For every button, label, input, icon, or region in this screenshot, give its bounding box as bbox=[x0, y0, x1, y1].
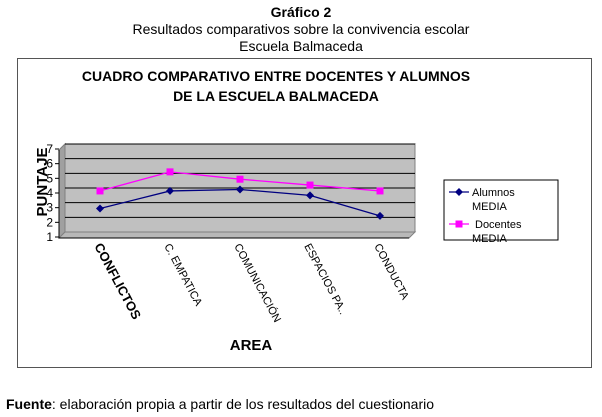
x-axis-title: AREA bbox=[230, 337, 273, 354]
plot-side-wall bbox=[58, 142, 66, 240]
data-point bbox=[376, 211, 384, 220]
x-tick-label: ESPACIOS PA.. bbox=[301, 242, 348, 317]
y-axis-title: PUNTAJE bbox=[34, 148, 51, 217]
legend-label: MEDIA bbox=[472, 233, 508, 245]
data-point bbox=[236, 175, 244, 183]
y-tick-label: 7 bbox=[46, 142, 53, 156]
legend: Alumnos MEDIA Docentes MEDIA bbox=[443, 179, 559, 245]
x-tick-label: COMUNICACIÓN bbox=[231, 241, 284, 324]
y-tick-label: 1 bbox=[46, 230, 53, 244]
legend-label: Alumnos bbox=[472, 187, 515, 199]
figure-subtitle: Resultados comparativos sobre la convive… bbox=[132, 21, 470, 37]
chart-frame: CUADRO COMPARATIVO ENTRE DOCENTES Y ALUM… bbox=[17, 58, 592, 368]
data-point bbox=[306, 181, 314, 189]
legend-label: Docentes bbox=[475, 219, 522, 231]
data-point bbox=[306, 191, 314, 200]
plot-floor bbox=[57, 231, 417, 239]
source-note: Fuente: elaboración propia a partir de l… bbox=[6, 396, 434, 412]
chart-title-line-1: CUADRO COMPARATIVO ENTRE DOCENTES Y ALUM… bbox=[82, 68, 470, 84]
source-label: Fuente bbox=[6, 396, 52, 412]
figure-number: Gráfico 2 bbox=[270, 4, 332, 20]
data-point bbox=[166, 186, 174, 195]
data-point bbox=[376, 187, 384, 195]
chart-title-line-2: DE LA ESCUELA BALMACEDA bbox=[173, 88, 379, 104]
y-tick-label: 5 bbox=[46, 171, 53, 185]
source-text: : elaboración propia a partir de los res… bbox=[51, 396, 435, 412]
legend-marker bbox=[455, 188, 463, 196]
data-point bbox=[96, 187, 104, 195]
chart-svg: CUADRO COMPARATIVO ENTRE DOCENTES Y ALUM… bbox=[34, 68, 559, 354]
data-point bbox=[236, 185, 244, 194]
x-tick-label: CONFLICTOS bbox=[91, 240, 144, 322]
legend-box bbox=[443, 179, 559, 241]
legend-marker bbox=[455, 220, 463, 228]
y-tick-label: 6 bbox=[46, 157, 53, 171]
x-tick-label: C. EMPATICA bbox=[161, 242, 204, 309]
figure-school-name: Escuela Balmaceda bbox=[239, 38, 363, 54]
x-tick-label: CONDUCTA bbox=[371, 242, 411, 303]
data-point bbox=[166, 168, 174, 176]
y-tick-label: 2 bbox=[46, 215, 53, 229]
y-tick-label: 3 bbox=[46, 201, 53, 215]
data-point bbox=[96, 204, 104, 213]
legend-label: MEDIA bbox=[472, 201, 508, 213]
y-tick-label: 4 bbox=[46, 186, 53, 200]
